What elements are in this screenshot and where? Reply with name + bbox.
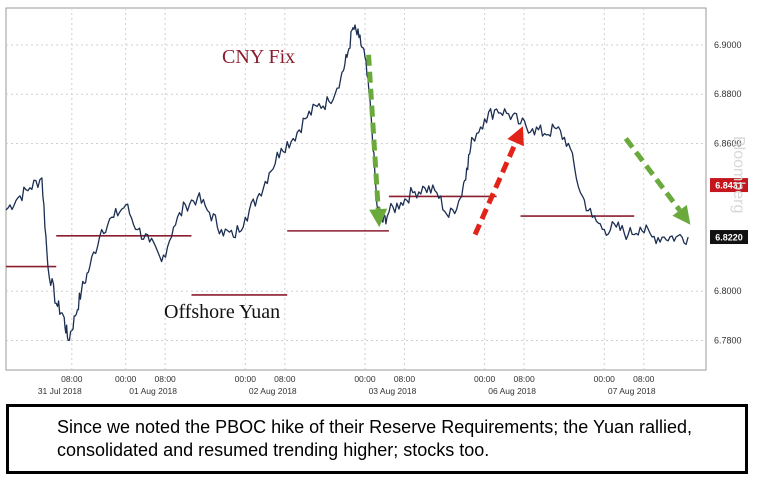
y-tick-label: 6.8000 — [714, 286, 742, 296]
cny-fix-annotation: CNY Fix — [222, 46, 295, 68]
x-tick-date: 03 Aug 2018 — [369, 386, 417, 396]
x-tick-date: 02 Aug 2018 — [249, 386, 297, 396]
trend-arrow-shaft — [623, 137, 682, 212]
x-tick-time: 00:00 — [474, 374, 496, 384]
y-tick-label: 6.9000 — [714, 40, 742, 50]
last-price-label: 6.8220 — [715, 233, 743, 243]
x-tick-time: 08:00 — [513, 374, 535, 384]
x-tick-date: 07 Aug 2018 — [608, 386, 656, 396]
trend-arrow-head — [507, 126, 524, 147]
x-tick-date: 31 Jul 2018 — [38, 386, 82, 396]
y-tick-label: 6.8800 — [714, 89, 742, 99]
y-tick-label: 6.7800 — [714, 335, 742, 345]
trend-arrow-head — [369, 208, 388, 228]
x-tick-date: 06 Aug 2018 — [488, 386, 536, 396]
plot-frame — [5, 7, 707, 371]
chart-svg: 6.7800 6.8000 6.8600 6.8800 6.9000 08:00 31 Ju… — [5, 7, 748, 396]
bloomberg-watermark: Bloomberg — [730, 136, 747, 213]
x-tick-time: 00:00 — [354, 374, 376, 384]
last-price-label-bg — [710, 230, 748, 245]
x-tick-time: 00:00 — [115, 374, 137, 384]
x-tick-time: 00:00 — [235, 374, 257, 384]
yuan-chart: 6.7800 6.8000 6.8600 6.8800 6.9000 08:00 31 Ju… — [5, 7, 748, 396]
cny-fix-price-label-bg — [710, 178, 748, 193]
trend-arrow-shaft — [366, 54, 381, 210]
x-tick-time: 08:00 — [274, 374, 296, 384]
y-tick-label: 6.8600 — [714, 138, 742, 148]
caption-text: Since we noted the PBOC hike of their Re… — [57, 417, 693, 460]
offshore-yuan-annotation: Offshore Yuan — [164, 301, 280, 323]
trend-arrow-head — [672, 204, 691, 225]
caption-box: Since we noted the PBOC hike of their Re… — [6, 404, 748, 474]
cny-fix-price-label: 6.8431 — [715, 181, 743, 191]
x-tick-date: 01 Aug 2018 — [129, 386, 177, 396]
series-line-offshore-yuan — [5, 24, 689, 342]
x-tick-time: 08:00 — [155, 374, 177, 384]
x-tick-time: 08:00 — [633, 374, 655, 384]
x-tick-time: 00:00 — [594, 374, 616, 384]
x-tick-time: 08:00 — [394, 374, 416, 384]
x-tick-time: 08:00 — [61, 374, 83, 384]
